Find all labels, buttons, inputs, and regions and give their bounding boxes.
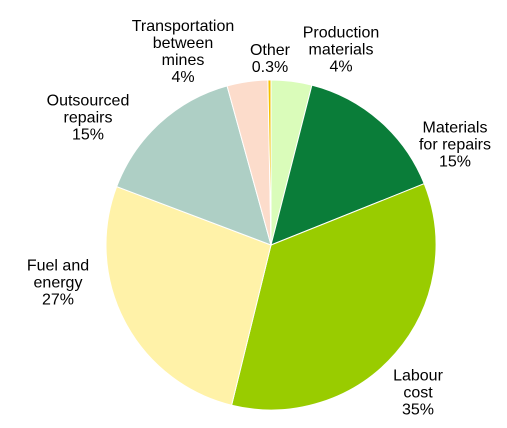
slice-label: Materials for repairs 15% bbox=[418, 120, 493, 171]
value-label: 4% bbox=[329, 58, 353, 76]
value-label: 0.3% bbox=[251, 59, 289, 76]
pie-slice bbox=[230, 183, 437, 411]
slice-label: Transportation between mines 4% bbox=[130, 18, 236, 86]
slice-label: Outsourced repairs 15% bbox=[43, 93, 133, 144]
pie-slice bbox=[267, 79, 272, 246]
value-label: 35% bbox=[401, 401, 435, 419]
value-label: 4% bbox=[171, 69, 195, 86]
pie-slice bbox=[105, 185, 272, 406]
category-name: Outsourced repairs bbox=[46, 92, 130, 127]
value-label: 15% bbox=[71, 126, 105, 144]
value-label: 15% bbox=[438, 153, 472, 171]
pie-slice bbox=[116, 85, 272, 246]
category-name: Production materials bbox=[302, 24, 380, 59]
category-name: Fuel and energy bbox=[26, 257, 90, 292]
slice-label: Other 0.3% bbox=[240, 42, 300, 76]
pie-slice bbox=[270, 84, 425, 246]
category-name: Labour cost bbox=[393, 367, 443, 402]
category-name: Other bbox=[249, 42, 290, 59]
slice-label: Labour cost 35% bbox=[388, 368, 448, 419]
category-name: Transportation between mines bbox=[131, 18, 235, 69]
category-name: Materials for repairs bbox=[418, 119, 492, 154]
slice-label: Production materials 4% bbox=[296, 25, 386, 76]
value-label: 27% bbox=[41, 291, 75, 309]
slice-label: Fuel and energy 27% bbox=[23, 258, 93, 309]
